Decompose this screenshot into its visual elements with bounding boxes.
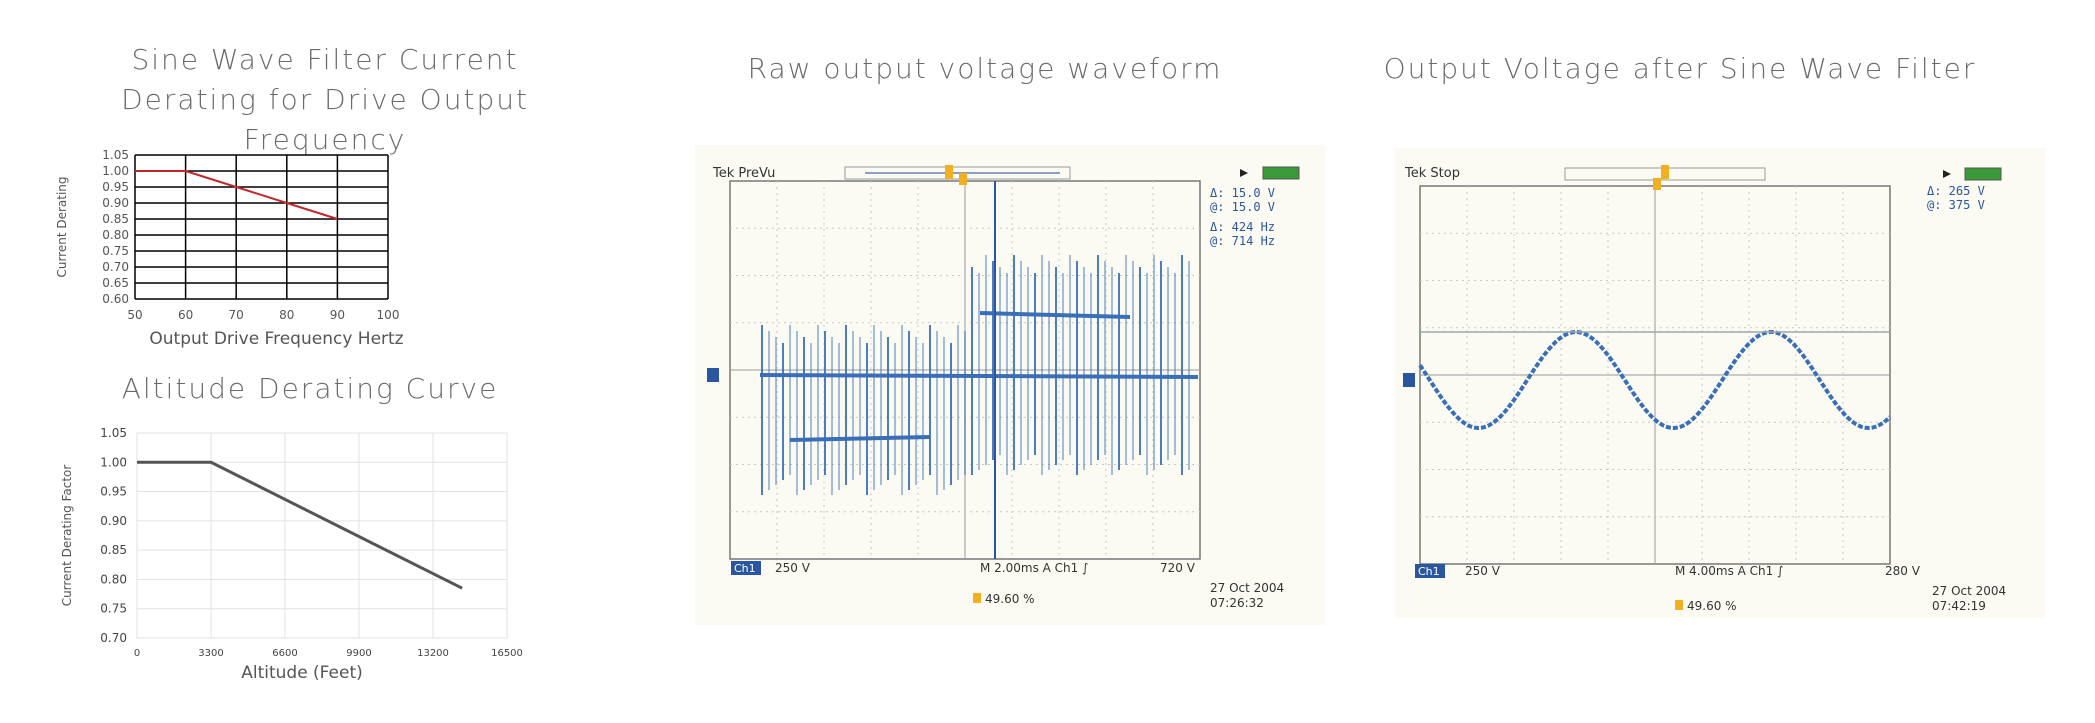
y-tick-label: 0.90 (100, 514, 127, 528)
x-tick-label: 0 (134, 648, 140, 659)
trigger-position-marker (945, 165, 953, 179)
y-tick-label: 0.75 (102, 244, 129, 258)
trigger-marker (1653, 178, 1661, 190)
trigger-level-label: 720 V (1160, 561, 1196, 575)
trigger-level-label: 280 V (1885, 564, 1921, 578)
date-label: 27 Oct 2004 (1210, 581, 1284, 595)
y-tick-label: 0.60 (102, 292, 129, 306)
y-tick-label: 1.00 (102, 164, 129, 178)
altitude-chart-title: Altitude Derating Curve (121, 372, 499, 405)
scope-mode-label: Tek PreVu (712, 166, 775, 181)
percent-label: 49.60 % (985, 592, 1035, 606)
filter-derating-chart: 1.05 1.00 0.95 0.90 0.85 0.80 0.75 0.70 0.65 0.60… (55, 148, 404, 349)
low-level-trace (789, 435, 931, 442)
scope-background (695, 145, 1325, 625)
y-tick-label: 1.05 (100, 426, 127, 440)
plot-area (136, 432, 508, 639)
x-tick-label: 16500 (491, 648, 523, 659)
x-axis-label: Output Drive Frequency Hertz (149, 329, 403, 349)
x-tick-label: 50 (127, 308, 142, 322)
sine-trace (1418, 329, 1892, 431)
readout-2: @: 375 V (1927, 198, 1985, 212)
altitude-derating-chart: 1.05 1.00 0.95 0.90 0.85 0.80 0.75 0.70 0 3300 660… (60, 426, 523, 683)
readout-3: Δ: 424 Hz (1210, 220, 1275, 234)
y-tick-label: 0.80 (102, 228, 129, 242)
x-tick-label: 100 (377, 308, 400, 322)
channel-label: Ch1 (734, 562, 756, 575)
raw-oscilloscope-screen: Tek PreVu Δ: 15.0 V @: 15.0 V Δ: 424 Hz … (695, 145, 1325, 625)
volts-div-label: 250 V (1465, 564, 1501, 578)
battery-icon (1964, 167, 2002, 181)
y-tick-label: 0.85 (100, 543, 127, 557)
time-label: 07:42:19 (1932, 599, 1986, 613)
time-label: 07:26:32 (1210, 596, 1264, 610)
filter-chart-title: Sine Wave Filter Current Derating for Dr… (121, 43, 529, 156)
raw-waveform-title: Raw output voltage waveform (747, 52, 1223, 85)
timebase-label: M 2.00ms A Ch1 ∫ (980, 561, 1088, 575)
x-tick-label: 80 (279, 308, 294, 322)
volts-div-label: 250 V (775, 561, 811, 575)
readout-1: Δ: 265 V (1927, 184, 1985, 198)
readout-4: @: 714 Hz (1210, 234, 1275, 248)
y-tick-label: 0.70 (102, 260, 129, 274)
y-axis-label: Current Derating Factor (60, 465, 74, 607)
y-axis-label: Current Derating (55, 176, 69, 277)
y-tick-label: 0.90 (102, 196, 129, 210)
trigger-position-marker (1661, 165, 1669, 179)
filtered-oscilloscope-screen: Tek Stop Δ: 265 V @: 375 V Ch1 250 V M 4… (1395, 148, 2045, 618)
y-tick-label: 0.65 (102, 276, 129, 290)
battery-icon (1262, 166, 1300, 180)
channel-badge (731, 561, 761, 575)
y-tick-label: 1.00 (100, 455, 127, 469)
date-label: 27 Oct 2004 (1932, 584, 2006, 598)
trigger-marker (959, 173, 967, 185)
ground-marker (1403, 373, 1415, 387)
y-tick-label: 0.85 (102, 212, 129, 226)
x-tick-label: 90 (330, 308, 345, 322)
y-tick-label: 0.95 (100, 485, 127, 499)
x-tick-label: 60 (178, 308, 193, 322)
percent-label: 49.60 % (1687, 599, 1737, 613)
readout-2: @: 15.0 V (1210, 200, 1275, 214)
y-tick-label: 1.05 (102, 148, 129, 162)
y-tick-label: 0.75 (100, 602, 127, 616)
x-axis-label: Altitude (Feet) (241, 663, 363, 683)
ground-marker (707, 368, 719, 382)
y-tick-label: 0.70 (100, 631, 127, 645)
timebase-label: M 4.00ms A Ch1 ∫ (1675, 564, 1783, 578)
y-tick-label: 0.80 (100, 572, 127, 586)
x-tick-label: 9900 (346, 648, 371, 659)
run-arrow-icon (1240, 169, 1248, 177)
run-arrow-icon (1943, 170, 1951, 178)
readout-1: Δ: 15.0 V (1210, 186, 1275, 200)
scope-mode-label: Tek Stop (1404, 166, 1460, 181)
filtered-waveform-title: Output Voltage after Sine Wave Filter (1383, 52, 1977, 85)
x-tick-label: 13200 (417, 648, 449, 659)
channel-badge (1415, 564, 1445, 578)
record-view-bar (844, 166, 1071, 180)
baseline-trace (759, 373, 1199, 379)
y-tick-label: 0.95 (102, 180, 129, 194)
x-tick-label: 6600 (272, 648, 297, 659)
channel-label: Ch1 (1418, 565, 1440, 578)
x-tick-label: 3300 (198, 648, 223, 659)
high-level-trace (979, 311, 1131, 319)
x-tick-label: 70 (229, 308, 244, 322)
